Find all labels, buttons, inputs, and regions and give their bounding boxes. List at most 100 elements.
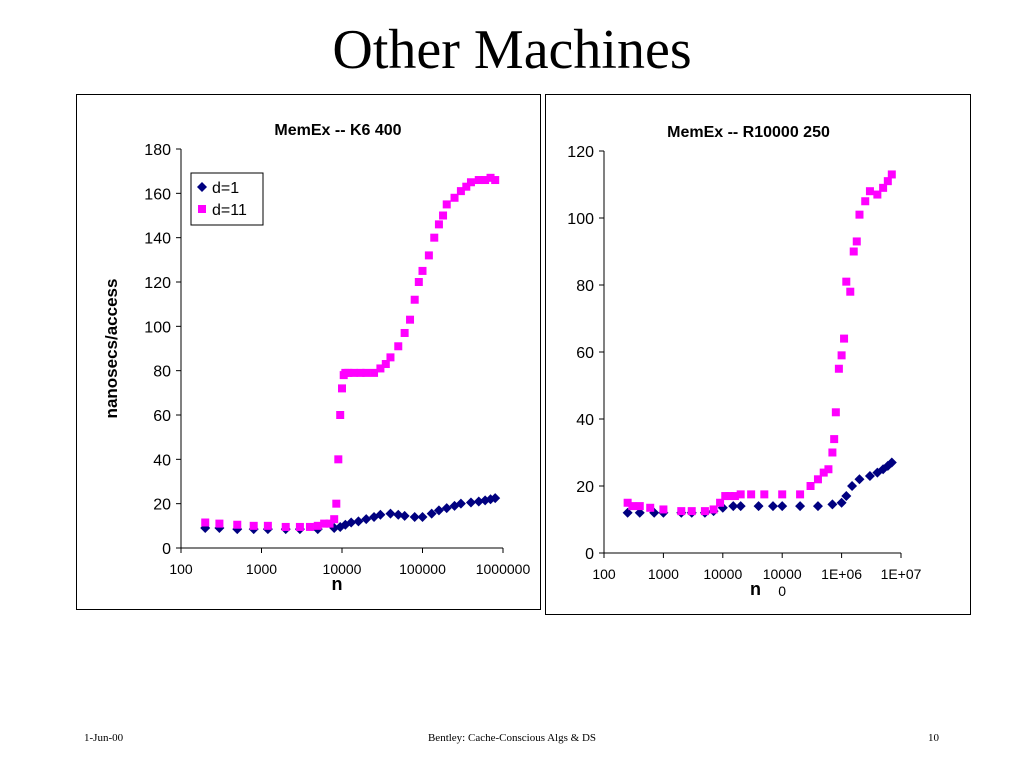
x-tick-label: 100 xyxy=(592,566,616,582)
data-point-d=11 xyxy=(725,492,734,501)
chart-r10000-svg: MemEx -- R10000 250 0 20 40 60 80 100 120 100 100… xyxy=(567,124,922,599)
data-point-d=11 xyxy=(410,295,419,304)
data-point-d=1 xyxy=(854,474,865,485)
data-point-d=11 xyxy=(295,522,304,531)
data-point-d=11 xyxy=(828,448,837,457)
data-point-d=1 xyxy=(353,516,364,527)
data-point-d=11 xyxy=(840,334,849,343)
data-point-d=11 xyxy=(418,266,427,275)
data-point-d=11 xyxy=(338,384,346,393)
data-point-d=11 xyxy=(730,492,739,501)
data-point-d=1 xyxy=(399,510,410,521)
chart-k6-svg: MemEx -- K6 400 0 20 40 60 80 100 120 140 160 180 1… xyxy=(102,122,530,594)
data-point-d=11 xyxy=(834,364,843,373)
data-point-d=11 xyxy=(400,328,409,337)
data-point-d=1 xyxy=(455,498,466,509)
data-point-d=11 xyxy=(760,490,769,499)
data-point-d=1 xyxy=(795,501,806,512)
data-point-d=1 xyxy=(735,501,746,512)
data-point-d=11 xyxy=(687,507,696,516)
y-tick-label: 100 xyxy=(144,319,171,336)
data-point-d=11 xyxy=(721,492,730,501)
data-point-d=11 xyxy=(462,182,471,191)
data-point-d=11 xyxy=(313,521,322,530)
data-point-d=11 xyxy=(796,490,805,499)
data-point-d=1 xyxy=(622,507,633,518)
data-point-d=11 xyxy=(233,520,242,529)
y-tick-label: 0 xyxy=(162,541,171,558)
chart-title: MemEx -- R10000 250 xyxy=(667,124,830,141)
x-tick-label: 10000 xyxy=(703,566,742,582)
data-point-d=11 xyxy=(659,505,668,514)
data-point-d=1 xyxy=(728,501,739,512)
data-point-d=1 xyxy=(827,499,838,510)
data-point-d=1 xyxy=(335,521,346,532)
data-point-d=1 xyxy=(836,497,847,508)
data-point-d=1 xyxy=(340,519,351,530)
data-point-d=1 xyxy=(346,517,357,528)
data-point-d=11 xyxy=(736,490,745,499)
data-point-d=11 xyxy=(887,170,896,179)
y-tick-label: 80 xyxy=(153,364,171,381)
data-point-d=1 xyxy=(417,511,428,522)
y-tick-label: 100 xyxy=(567,211,594,228)
y-tick-label: 60 xyxy=(576,345,594,362)
legend-label: d=1 xyxy=(212,180,239,197)
footer-citation: Bentley: Cache-Conscious Algs & DS xyxy=(427,732,597,744)
data-point-d=11 xyxy=(855,210,864,219)
data-point-d=1 xyxy=(361,514,372,525)
data-point-d=11 xyxy=(747,490,756,499)
chart-panel-r10000: MemEx -- R10000 250 0 20 40 60 80 100 120 100 100… xyxy=(545,94,971,615)
data-point-d=11 xyxy=(709,505,718,514)
chart-panel-k6: MemEx -- K6 400 0 20 40 60 80 100 120 140 160 180 1… xyxy=(76,94,541,610)
y-tick-label: 160 xyxy=(144,186,171,203)
data-point-d=11 xyxy=(249,521,258,530)
data-point-d=11 xyxy=(830,435,839,444)
footer-date: 1-Jun-00 xyxy=(84,732,124,744)
data-point-d=11 xyxy=(628,502,637,511)
x-tick-label: 1000 xyxy=(246,561,277,577)
data-point-d=11 xyxy=(623,498,632,507)
data-point-d=11 xyxy=(325,519,334,528)
data-point-d=11 xyxy=(450,193,459,202)
y-axis-label: nanosecs/access xyxy=(102,279,121,419)
data-point-d=11 xyxy=(394,342,403,351)
data-point-d=11 xyxy=(865,187,874,196)
x-tick-label: 1000 xyxy=(648,566,679,582)
data-point-d=11 xyxy=(486,173,495,182)
data-point-d=11 xyxy=(336,411,345,419)
y-tick-label: 80 xyxy=(576,278,594,295)
data-point-d=11 xyxy=(305,522,314,531)
data-point-d=11 xyxy=(806,482,815,490)
legend-box xyxy=(190,172,264,226)
data-point-d=11 xyxy=(716,498,725,507)
footer-page-number: 10 xyxy=(928,732,939,744)
chart-title: MemEx -- K6 400 xyxy=(274,122,401,139)
data-point-d=11 xyxy=(700,507,709,516)
x-tick-label: 1E+07 xyxy=(881,566,922,582)
y-tick-label: 40 xyxy=(153,452,171,469)
y-tick-label: 0 xyxy=(585,546,594,563)
data-point-d=11 xyxy=(381,360,390,369)
data-point-d=11 xyxy=(852,237,861,246)
y-tick-label: 120 xyxy=(567,144,594,161)
legend-label: d=11 xyxy=(212,202,247,219)
data-point-d=11 xyxy=(281,522,290,531)
legend-marker xyxy=(198,205,206,213)
data-point-d=11 xyxy=(370,368,379,377)
y-tick-label: 40 xyxy=(576,412,594,429)
data-point-d=11 xyxy=(386,353,395,362)
data-point-d=1 xyxy=(441,503,452,514)
data-point-d=1 xyxy=(393,509,404,520)
data-point-d=11 xyxy=(215,519,224,528)
y-tick-label: 20 xyxy=(153,497,171,514)
data-point-d=11 xyxy=(491,176,500,185)
data-point-d=11 xyxy=(334,455,343,464)
data-point-d=11 xyxy=(442,200,451,209)
data-point-d=11 xyxy=(349,368,358,377)
data-point-d=1 xyxy=(490,493,501,504)
data-point-d=1 xyxy=(847,481,858,491)
data-point-d=1 xyxy=(812,501,823,512)
data-point-d=11 xyxy=(849,247,858,256)
data-point-d=11 xyxy=(474,176,483,185)
